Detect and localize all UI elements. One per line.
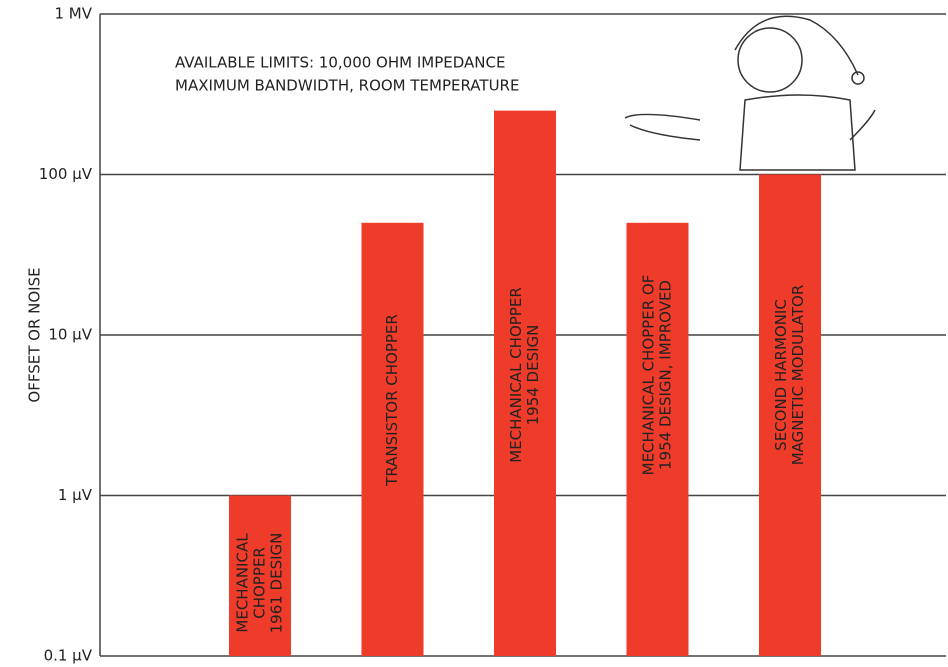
- bar-label: SECOND HARMONIC: [772, 299, 790, 451]
- y-tick-label: 100 µV: [39, 165, 93, 183]
- bar-label: CHOPPER: [251, 547, 269, 619]
- y-tick-label: 1 MV: [54, 5, 92, 23]
- bar: [759, 174, 821, 656]
- bar: [229, 495, 291, 656]
- bar-label: 1954 DESIGN, IMPROVED: [657, 280, 675, 470]
- y-tick-label: 0.1 µV: [44, 647, 93, 665]
- bar: [626, 222, 689, 656]
- bar-label: TRANSISTOR CHOPPER: [383, 314, 401, 487]
- bar-label: MECHANICAL CHOPPER: [507, 287, 525, 463]
- bar-label: MAGNETIC MODULATOR: [789, 285, 807, 466]
- y-tick-label: 10 µV: [48, 326, 92, 344]
- bar-label: MECHANICAL: [234, 533, 252, 633]
- annotation: MAXIMUM BANDWIDTH, ROOM TEMPERATURE: [175, 77, 519, 95]
- y-tick-label: 1 µV: [58, 486, 93, 504]
- y-axis-label: OFFSET OR NOISE: [26, 267, 44, 402]
- annotation: AVAILABLE LIMITS: 10,000 OHM IMPEDANCE: [175, 54, 505, 72]
- bar-label: MECHANICAL CHOPPER OF: [640, 275, 658, 476]
- bar: [361, 222, 424, 656]
- bar-label: 1954 DESIGN: [524, 325, 542, 426]
- bar-label: 1961 DESIGN: [268, 533, 286, 634]
- cartoon: [624, 15, 876, 171]
- bar: [494, 110, 556, 657]
